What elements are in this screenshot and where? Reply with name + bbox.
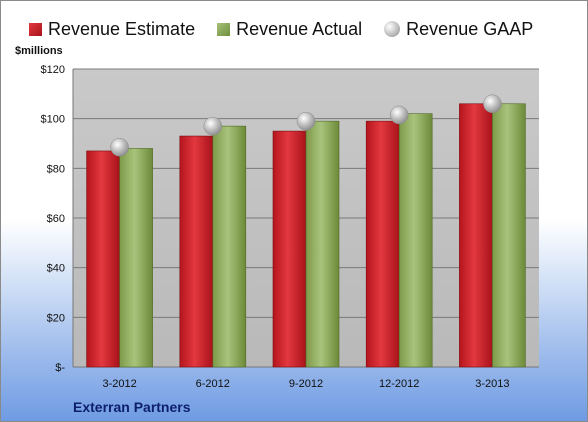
legend-swatch-revenue-actual [217,22,231,36]
x-tick-label: 9-2012 [289,378,323,390]
bar-revenue-estimate [365,120,400,368]
legend-item-revenue-gaap: Revenue GAAP [384,19,533,40]
legend-label-revenue-actual: Revenue Actual [236,18,363,39]
y-axis-unit-label: $millions [15,45,63,57]
bar-revenue-actual [119,148,153,368]
legend-label-revenue-estimate: Revenue Estimate [48,18,196,39]
bar-revenue-actual [212,125,247,368]
y-tick-label: $80 [47,163,65,175]
bar-revenue-estimate [86,150,120,368]
legend: Revenue Estimate Revenue Actual Revenue … [29,15,569,43]
bar-revenue-estimate [179,135,214,368]
y-tick-label: $60 [47,213,65,225]
y-tick-label: $120 [41,64,65,76]
marker-revenue-gaap [296,111,316,131]
y-tick-label: $20 [47,312,65,324]
legend-item-revenue-estimate: Revenue Estimate [29,19,195,40]
legend-swatch-revenue-estimate [29,22,42,36]
legend-swatch-revenue-gaap [384,21,401,37]
legend-item-revenue-actual: Revenue Actual [217,19,362,40]
x-tick-label: 12-2012 [379,378,419,390]
bar-revenue-actual [492,103,526,368]
marker-revenue-gaap [389,105,409,125]
x-tick-label: 6-2012 [196,378,230,390]
marker-revenue-gaap [110,137,129,157]
x-tick-label: 3-2013 [475,378,509,390]
bar-revenue-estimate [272,130,307,368]
x-tick-label: 3-2012 [102,378,136,390]
y-tick-label: $100 [41,114,65,126]
bar-revenue-actual [398,113,433,368]
legend-label-revenue-gaap: Revenue GAAP [406,18,534,39]
bar-revenue-actual [305,120,340,368]
y-tick-label: $- [55,362,65,374]
bar-revenue-estimate [459,103,493,368]
marker-revenue-gaap [203,116,223,136]
y-tick-label: $40 [47,263,65,275]
marker-revenue-gaap [483,94,502,114]
company-name: Exterran Partners [73,399,191,415]
